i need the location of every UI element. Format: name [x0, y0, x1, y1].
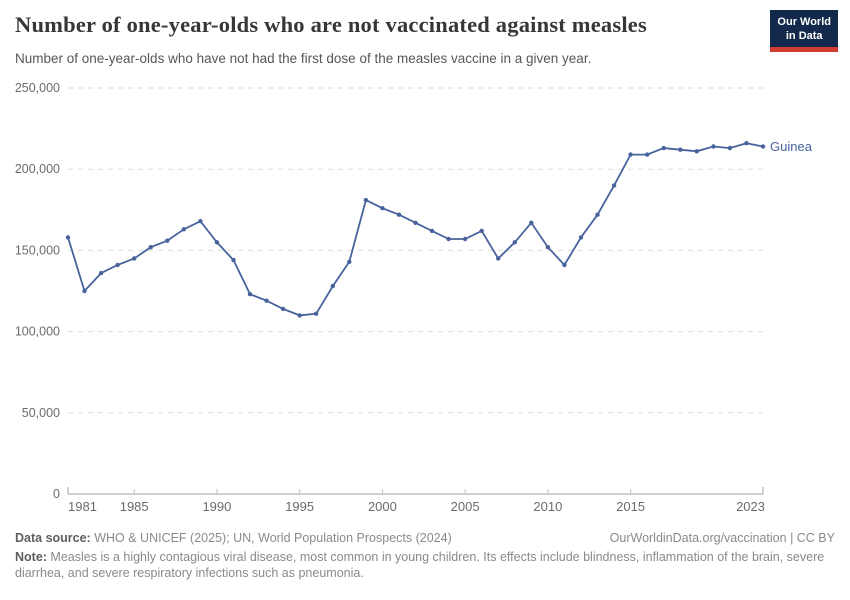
data-point[interactable] [148, 245, 153, 250]
data-point[interactable] [65, 235, 71, 240]
y-gridlines: 0 50,000 100,000 150,000 200,000 250,000 [15, 81, 763, 501]
y-tick-label: 100,000 [15, 325, 60, 339]
citation-link[interactable]: OurWorldinData.org/vaccination | CC BY [609, 531, 835, 545]
data-point[interactable] [115, 262, 120, 268]
data-source-value: WHO & UNICEF (2025); UN, World Populatio… [90, 531, 452, 545]
data-point[interactable] [181, 227, 186, 232]
x-tick-label: 2023 [736, 499, 765, 514]
x-tick-label: 2015 [616, 499, 645, 514]
data-point[interactable] [347, 259, 352, 264]
owid-logo-line1: Our World [777, 16, 831, 28]
data-point[interactable] [98, 270, 104, 276]
data-point[interactable] [314, 311, 319, 316]
data-point[interactable] [545, 245, 551, 250]
y-tick-label: 150,000 [15, 243, 60, 257]
data-source: Data source: WHO & UNICEF (2025); UN, Wo… [15, 531, 452, 547]
y-tick-label: 250,000 [15, 81, 60, 95]
data-point[interactable] [413, 220, 418, 225]
x-tick-label: 1990 [202, 499, 231, 514]
y-tick-label: 0 [53, 487, 60, 501]
data-point[interactable] [479, 228, 484, 234]
data-point[interactable] [132, 256, 137, 261]
x-tick-label: 1985 [120, 499, 149, 514]
data-point[interactable] [694, 149, 699, 154]
data-point[interactable] [628, 152, 633, 157]
data-point[interactable] [231, 257, 236, 263]
data-point[interactable] [760, 144, 766, 149]
data-point[interactable] [744, 141, 749, 146]
data-point[interactable] [198, 219, 203, 224]
x-tick-label: 2005 [451, 499, 480, 514]
x-tick-label: 1995 [285, 499, 314, 514]
data-point[interactable] [711, 144, 716, 149]
note: Note: Measles is a highly contagious vir… [15, 550, 835, 582]
owid-logo-line2: in Data [785, 30, 823, 43]
data-point[interactable] [611, 183, 617, 188]
data-point[interactable] [429, 228, 435, 234]
page-title: Number of one-year-olds who are not vacc… [15, 12, 647, 37]
data-point[interactable] [595, 212, 600, 217]
data-point[interactable] [661, 145, 666, 151]
note-label: Note: [15, 549, 47, 564]
data-point[interactable] [512, 240, 517, 245]
x-tick-label: 1981 [68, 499, 97, 514]
y-tick-label: 200,000 [15, 162, 60, 176]
data-point[interactable] [727, 145, 733, 151]
owid-logo[interactable]: Our World in Data [770, 10, 838, 52]
data-point[interactable] [247, 292, 253, 297]
data-point[interactable] [446, 236, 451, 242]
data-point[interactable] [82, 288, 87, 294]
x-tick-label: 2000 [368, 499, 397, 514]
x-axis: 1981 1985 1990 1995 2000 2005 2010 2015 2023 [67, 487, 765, 514]
data-source-label: Data source: [15, 531, 91, 545]
series-end-label[interactable]: Guinea [770, 139, 813, 154]
data-point[interactable] [363, 197, 369, 203]
note-text: Measles is a highly contagious viral dis… [15, 549, 825, 580]
data-point[interactable] [529, 220, 534, 225]
source-row: Data source: WHO & UNICEF (2025); UN, Wo… [15, 531, 835, 547]
data-point[interactable] [380, 206, 385, 211]
data-point[interactable] [462, 236, 468, 242]
data-point[interactable] [562, 262, 567, 268]
data-point[interactable] [396, 212, 402, 217]
data-point[interactable] [678, 147, 683, 152]
data-point[interactable] [214, 240, 220, 245]
data-point[interactable] [297, 313, 302, 318]
data-point[interactable] [645, 152, 650, 157]
x-tick-label: 2010 [533, 499, 562, 514]
chart-footer: Data source: WHO & UNICEF (2025); UN, Wo… [15, 531, 835, 581]
data-point[interactable] [496, 256, 501, 261]
y-tick-label: 50,000 [22, 406, 60, 420]
data-point[interactable] [578, 235, 584, 240]
data-point[interactable] [264, 298, 269, 303]
series-markers[interactable] [65, 141, 766, 318]
page-subtitle: Number of one-year-olds who have not had… [15, 51, 592, 66]
data-point[interactable] [330, 283, 335, 289]
data-point[interactable] [280, 306, 286, 312]
data-point[interactable] [165, 238, 170, 243]
